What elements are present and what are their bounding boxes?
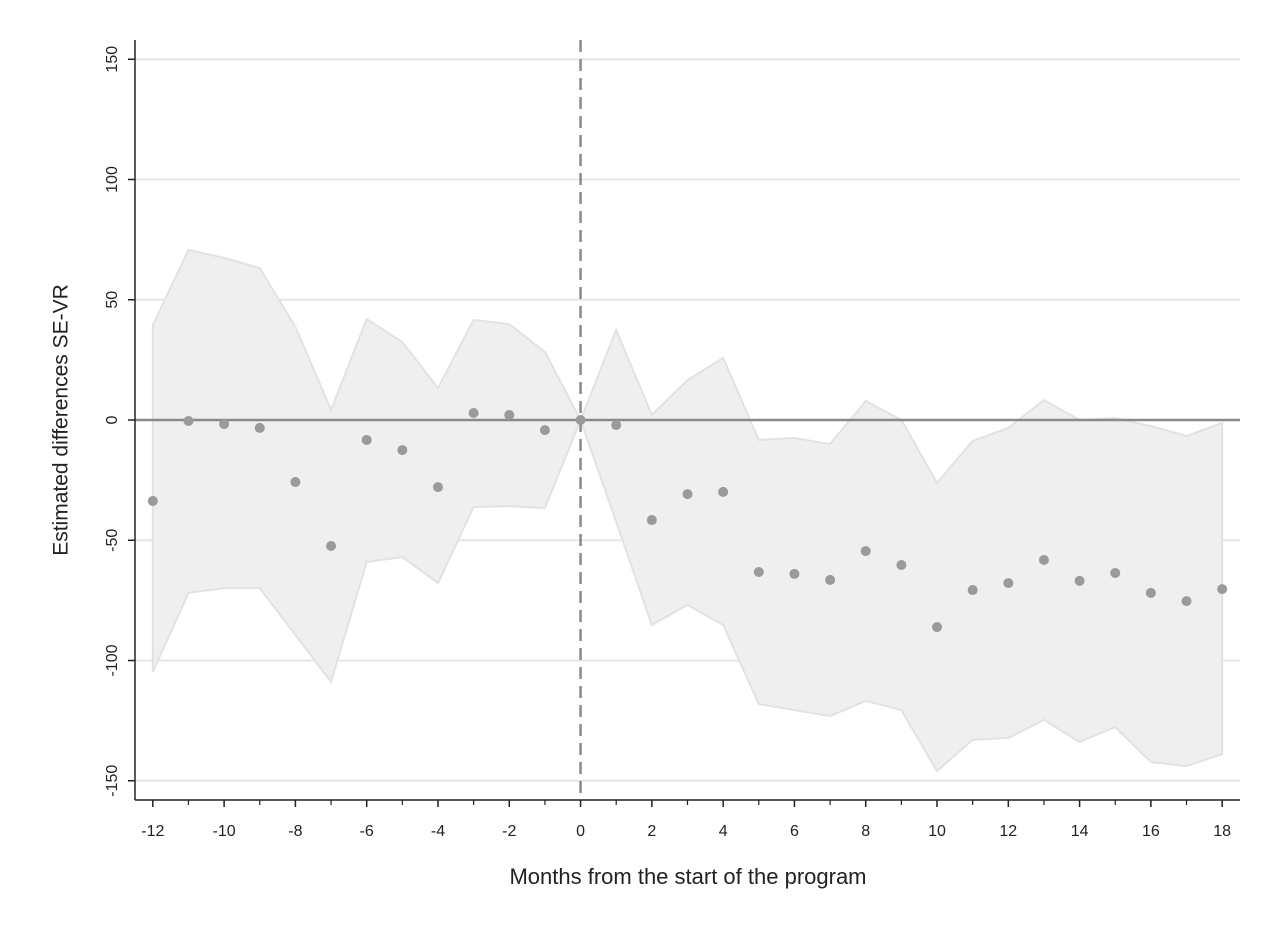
x-tick-label: 18 — [1213, 823, 1231, 840]
x-tick-label: 8 — [861, 823, 870, 840]
y-tick-label: 0 — [104, 415, 121, 424]
point — [539, 425, 550, 436]
point — [397, 445, 408, 456]
point — [932, 622, 943, 633]
y-tick-label: -50 — [104, 529, 121, 552]
x-tick-label: -2 — [502, 823, 516, 840]
y-tick-label: 100 — [104, 166, 121, 193]
point — [682, 489, 693, 500]
point — [967, 585, 978, 596]
point — [789, 568, 800, 579]
point — [1074, 575, 1085, 586]
y-axis-label: Estimated differences SE-VR — [50, 284, 73, 556]
x-tick-label: -10 — [213, 823, 236, 840]
point — [290, 477, 301, 488]
point — [254, 422, 265, 433]
point — [860, 546, 871, 557]
point — [1038, 554, 1049, 565]
point — [825, 574, 836, 585]
point — [147, 496, 158, 507]
x-tick-label: 0 — [576, 823, 585, 840]
y-tick-label: -100 — [104, 644, 121, 676]
point — [504, 409, 515, 420]
point — [1145, 587, 1156, 598]
x-axis-label: Months from the start of the program — [509, 864, 866, 889]
x-tick-label: 10 — [928, 823, 946, 840]
point — [646, 515, 657, 526]
point — [432, 482, 443, 493]
point — [753, 567, 764, 577]
point — [611, 420, 622, 431]
point — [1110, 567, 1121, 578]
x-tick-label: 4 — [719, 823, 728, 840]
point — [361, 434, 372, 445]
point — [1181, 596, 1192, 607]
x-tick-label: 6 — [790, 823, 799, 840]
x-tick-label: -4 — [431, 823, 445, 840]
point — [219, 419, 230, 430]
x-tick-label: -6 — [360, 823, 374, 840]
point — [1003, 578, 1014, 589]
x-tick-label: -8 — [288, 823, 302, 840]
y-tick-label: 150 — [104, 46, 121, 73]
confidence-band — [151, 248, 1224, 773]
x-tick-label: 12 — [999, 823, 1017, 840]
point — [468, 408, 479, 419]
x-tick-label: 14 — [1071, 823, 1089, 840]
point — [326, 541, 337, 552]
point — [183, 415, 194, 426]
x-tick-label: 16 — [1142, 823, 1160, 840]
x-tick-label: -12 — [141, 823, 164, 840]
point — [718, 486, 729, 497]
y-tick-label: -150 — [104, 765, 121, 797]
point — [896, 560, 907, 571]
point — [575, 415, 586, 425]
point — [1217, 584, 1228, 595]
x-tick-label: 2 — [647, 823, 656, 840]
y-tick-label: 50 — [104, 291, 121, 309]
